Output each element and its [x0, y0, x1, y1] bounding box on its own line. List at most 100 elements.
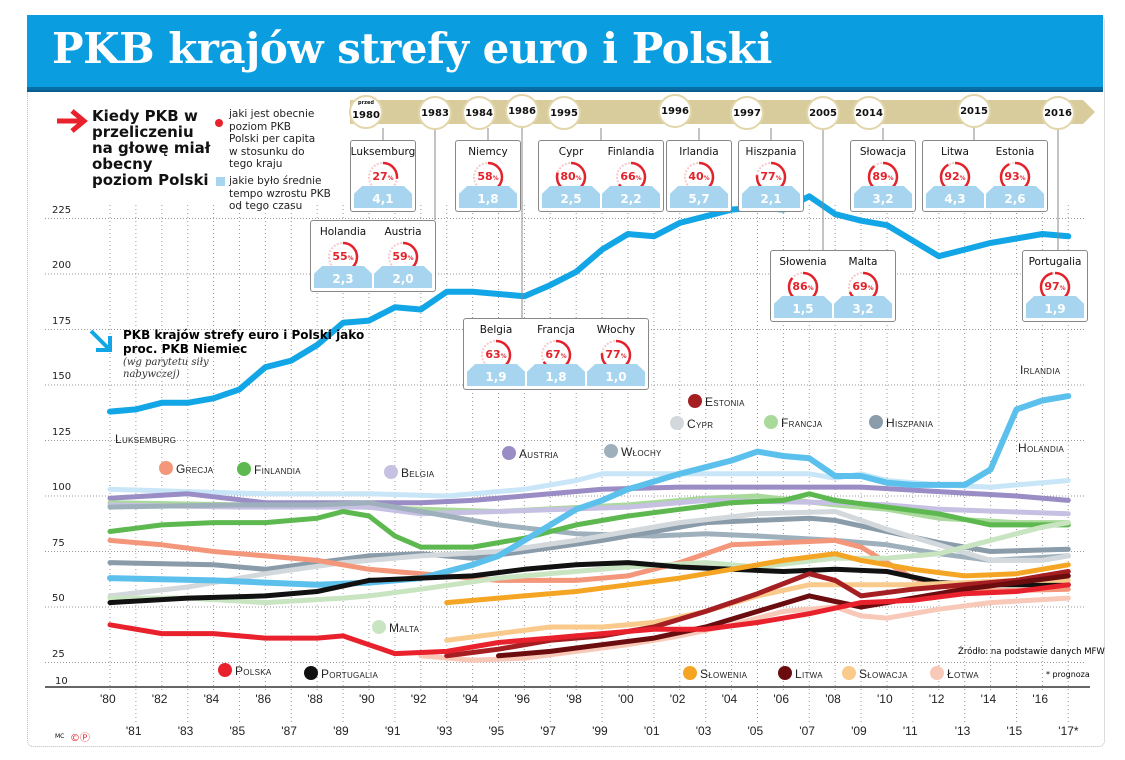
series-name: Polska — [235, 664, 272, 678]
legend-dot-icon — [218, 663, 232, 677]
x-tick-label: '06 — [773, 692, 790, 706]
timeline-year-2005: 2005 — [806, 96, 840, 130]
callout-austria: Austria 59% 2,0 — [374, 224, 432, 288]
country-name: Estonia — [995, 146, 1035, 158]
callout-finlandia: Finlandia 66% 2,2 — [602, 144, 660, 208]
x-tick-label: '87 — [281, 724, 297, 738]
series-label-malta: Malta — [372, 620, 419, 635]
series-line-litwa — [496, 573, 1071, 659]
series-name: Luksemburg — [115, 432, 177, 446]
country-name: Malta — [848, 256, 878, 268]
forecast-note: * prognoza — [1046, 670, 1090, 679]
x-tick-label: '83 — [177, 724, 194, 738]
series-label-cypr: Cypr — [670, 416, 713, 431]
percent-value: 27% — [372, 170, 394, 183]
series-label-holandia: Holandia — [1018, 441, 1064, 455]
series-line-portugalia — [107, 560, 1071, 606]
legend-dot-icon — [372, 620, 386, 634]
timeline-year-1980: przed 1980 — [349, 95, 383, 129]
callout-box: Litwa 92% 4,3 Estonia 93% 2,6 — [922, 140, 1048, 212]
percent-value: 86% — [792, 280, 814, 293]
growth-pedestal: 3,2 — [854, 186, 912, 208]
legend-dot-icon — [604, 444, 618, 458]
x-tick-label: '89 — [333, 724, 349, 738]
series-line-hiszpania — [107, 515, 1071, 572]
percent-ring-icon: 89% — [866, 160, 900, 193]
callout-box: Luksemburg 27% 4,1 — [350, 140, 416, 212]
callout-box: Cypr 80% 2,5 Finlandia 66% 2,2 — [538, 140, 664, 212]
x-tick-label: '07 — [799, 724, 815, 738]
country-name: Cypr — [558, 146, 584, 158]
country-name: Irlandia — [679, 146, 719, 158]
series-name: Hiszpania — [886, 416, 934, 430]
timeline-year-label: 2015 — [960, 106, 988, 117]
callout-box: Portugalia 97% 1,9 — [1022, 250, 1088, 322]
series-line-włochy — [107, 500, 1071, 563]
growth-pedestal: 1,9 — [1026, 296, 1084, 318]
series-label-włochy: Włochy — [604, 444, 662, 459]
page-title: PKB krajów strefy euro i Polski — [52, 24, 772, 73]
timeline-year-1997: 1997 — [730, 96, 764, 130]
growth-pedestal: 2,3 — [314, 266, 372, 288]
x-tick-label: '88 — [307, 692, 323, 706]
x-tick-label: '98 — [566, 692, 582, 706]
y-tick-label: 225 — [52, 204, 72, 216]
callout-niemcy: Niemcy 58% 1,8 — [459, 144, 517, 208]
callout-cypr: Cypr 80% 2,5 — [542, 144, 600, 208]
legend-dot-icon — [869, 415, 883, 429]
percent-ring-icon: 97% — [1038, 270, 1072, 303]
percent-value: 40% — [688, 170, 710, 183]
percent-number: 77 — [605, 348, 621, 361]
timeline-year-1983: 1983 — [418, 96, 452, 130]
y-tick-label: 75 — [52, 537, 65, 549]
timeline-year-1996: 1996 — [658, 94, 692, 128]
growth-pedestal: 4,3 — [926, 186, 984, 208]
timeline-year-1984: 1984 — [462, 96, 496, 130]
credit: MC — [55, 733, 65, 740]
x-tick-label: '82 — [151, 692, 168, 706]
series-line-finlandia — [107, 491, 1071, 550]
percent-ring-icon: 77% — [599, 338, 633, 371]
percent-number: 40 — [688, 170, 704, 183]
percent-value: 67% — [545, 348, 567, 361]
country-name: Włochy — [596, 324, 636, 336]
x-tick-label: '14 — [980, 692, 997, 706]
series-lines — [107, 193, 1072, 663]
percent-ring-icon: 66% — [614, 160, 648, 193]
percent-number: 58 — [477, 170, 493, 183]
callout-holandia: Holandia 55% 2,3 — [314, 224, 372, 288]
percent-number: 55 — [332, 250, 348, 263]
x-tick-label: '84 — [203, 692, 220, 706]
series-label-słowenia: Słowenia — [683, 666, 747, 681]
series-line-cypr — [107, 509, 1071, 599]
growth-pedestal: 3,2 — [834, 296, 892, 318]
x-tick-label: '17* — [1058, 724, 1079, 738]
country-name: Słowacja — [859, 146, 907, 158]
country-name: Luksemburg — [350, 146, 416, 158]
series-label-estonia: Estonia — [688, 394, 745, 409]
chart-subheading: (wg parytetu siły nabywczej) — [123, 357, 209, 380]
country-name: Holandia — [319, 226, 367, 238]
legend-dot-icon — [304, 666, 318, 680]
growth-pedestal: 2,2 — [602, 186, 660, 208]
series-label-belgia: Belgia — [384, 465, 434, 480]
x-tick-label: '92 — [410, 692, 427, 706]
series-name: Litwa — [795, 667, 823, 681]
series-line-polska — [107, 582, 1071, 657]
intro-heading: Kiedy PKB w przeliczeniu na głowę miał o… — [92, 107, 211, 189]
series-name: Holandia — [1018, 441, 1065, 455]
series-label-portugalia: Portugalia — [304, 666, 378, 681]
x-tick-label: '81 — [125, 724, 142, 738]
percent-number: 59 — [392, 250, 408, 263]
callout-box: Holandia 55% 2,3 Austria 59% 2,0 — [310, 220, 436, 292]
y-tick-label: 10 — [55, 676, 68, 687]
series-name: Irlandia — [1020, 363, 1061, 377]
timeline-year-2015: 2015 — [957, 94, 991, 128]
timeline-year-2014: 2014 — [852, 96, 886, 130]
percent-number: 27 — [372, 170, 388, 183]
percent-ring-icon: 67% — [539, 338, 573, 371]
growth-pedestal: 1,9 — [467, 364, 525, 386]
callout-litwa: Litwa 92% 4,3 — [926, 144, 984, 208]
percent-number: 89 — [872, 170, 888, 183]
legend-dot-icon — [237, 462, 251, 476]
